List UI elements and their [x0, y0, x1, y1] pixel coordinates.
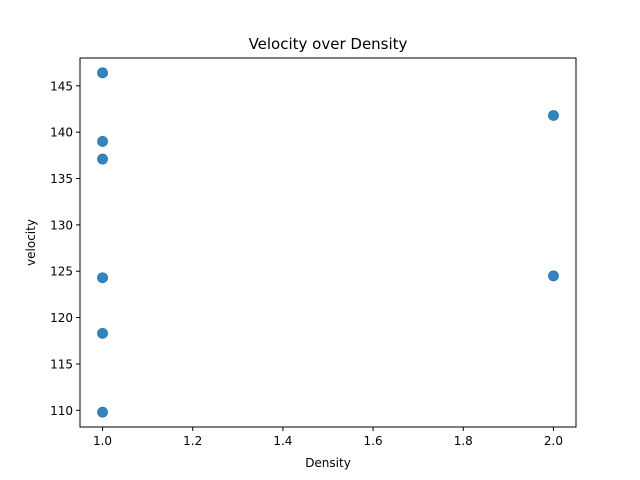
scatter-point-0: [97, 67, 108, 79]
y-axis-label: velocity: [24, 219, 38, 266]
x-tick-label-2: 1.4: [273, 434, 292, 448]
chart-title: Velocity over Density: [249, 35, 408, 53]
y-tick-label-6: 140: [50, 126, 73, 140]
x-tick-label-1: 1.2: [183, 434, 202, 448]
scatter-point-7: [548, 270, 559, 282]
x-tick-label-0: 1.0: [93, 434, 112, 448]
x-tick-label-3: 1.6: [364, 434, 383, 448]
y-tick-label-1: 115: [50, 357, 73, 371]
y-tick-label-2: 120: [50, 311, 73, 325]
x-tick-label-4: 1.8: [454, 434, 473, 448]
y-tick-label-0: 110: [50, 404, 73, 418]
scatter-point-6: [548, 110, 559, 121]
x-axis-ticks: 1.0 1.2 1.4 1.6 1.8 2.0: [93, 427, 563, 448]
scatter-point-3: [97, 272, 108, 284]
y-tick-label-5: 135: [50, 172, 73, 186]
scatter-point-5: [97, 406, 108, 418]
scatter-point-4: [97, 327, 108, 339]
x-tick-label-5: 2.0: [544, 434, 563, 448]
y-tick-label-3: 125: [50, 265, 73, 279]
plot-frame: [79, 57, 577, 428]
y-axis-ticks: 110 115 120 125 130 135 140 145: [50, 79, 80, 418]
points-layer: [97, 67, 559, 418]
scatter-point-2: [97, 153, 108, 165]
x-axis-label: Density: [305, 456, 351, 470]
y-tick-label-4: 130: [50, 218, 73, 232]
y-tick-label-7: 145: [50, 79, 73, 93]
scatter-point-1: [97, 136, 108, 147]
